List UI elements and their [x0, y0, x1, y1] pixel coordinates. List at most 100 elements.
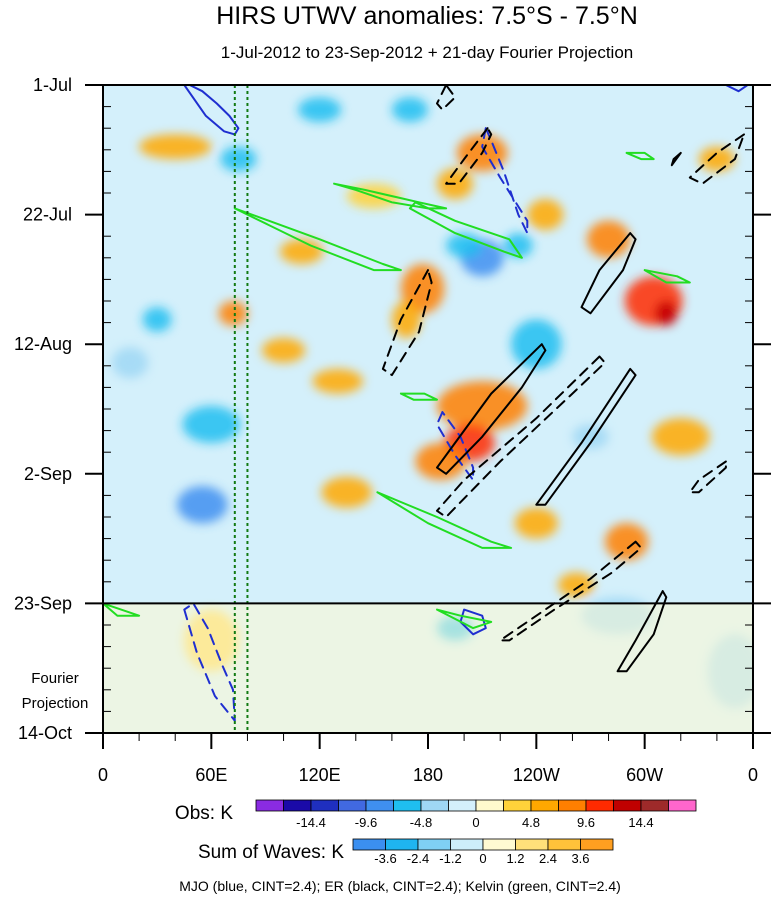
anomaly-blob-14	[139, 134, 212, 160]
wave-colorbar: -3.6 -2.4 -1.2 0 1.2 2.4 3.6	[352, 838, 614, 866]
obs-level-0: -14.4	[296, 815, 326, 830]
anomaly-blob-16	[218, 301, 248, 326]
anomaly-blob-23	[698, 146, 735, 172]
contour-kelvin-21	[625, 151, 655, 161]
obs-swatch-14	[640, 799, 669, 812]
projection-label-line2: Projection	[22, 695, 89, 712]
obs-swatch-7	[448, 799, 477, 812]
anomaly-blob-32	[112, 347, 149, 379]
x-tick-label-0: 0	[98, 765, 108, 785]
obs-level-5: 9.6	[577, 815, 595, 830]
obs-swatch-0	[255, 799, 284, 812]
y-tick-label-0: 1-Jul	[33, 75, 72, 95]
anomaly-blob-7	[391, 301, 421, 339]
obs-level-4: 4.8	[522, 815, 540, 830]
obs-swatch-3	[338, 799, 367, 812]
obs-swatch-12	[585, 799, 614, 812]
obs-swatch-9	[503, 799, 532, 812]
contour-er-16	[499, 540, 643, 642]
x-tick-label-4: 120W	[513, 765, 560, 785]
anomaly-blob-21	[321, 476, 373, 508]
wave-level-6: 3.6	[571, 851, 589, 866]
x-tick-label-2: 120E	[299, 765, 341, 785]
projection-overlay	[103, 603, 753, 733]
chart-subtitle: 1-Jul-2012 to 23-Sep-2012 + 21-day Fouri…	[221, 43, 634, 62]
contour-er-6	[436, 85, 457, 111]
obs-level-2: -4.8	[410, 815, 432, 830]
obs-swatch-13	[613, 799, 642, 812]
anomaly-blob-27	[511, 319, 562, 369]
wave-swatch-4	[482, 838, 516, 851]
x-tick-label-5: 60W	[626, 765, 663, 785]
contour-kelvin-23	[399, 392, 438, 401]
wave-swatch-1	[385, 838, 419, 851]
wave-contours	[103, 85, 749, 722]
anomaly-blob-28	[182, 405, 241, 443]
contour-er-10	[580, 232, 637, 315]
anomaly-blob-19	[651, 418, 710, 456]
anomaly-blob-29	[177, 486, 228, 524]
contour-er-7	[445, 127, 493, 185]
obs-swatch-6	[420, 799, 449, 812]
anomaly-blob-30	[220, 146, 257, 172]
x-tick-label-6: 0	[748, 765, 758, 785]
wave-swatch-2	[417, 838, 451, 851]
obs-swatch-5	[393, 799, 422, 812]
obs-swatch-2	[310, 799, 339, 812]
chart-title: HIRS UTWV anomalies: 7.5°S - 7.5°N	[216, 2, 638, 30]
contour-kelvin-18	[333, 182, 448, 210]
anomaly-blob-34	[298, 97, 342, 123]
contour-kelvin-26	[436, 608, 493, 630]
obs-colorbar-label: Obs: K	[175, 803, 233, 824]
wave-level-3: 0	[479, 851, 486, 866]
anomaly-blob-17	[261, 338, 306, 363]
obs-level-1: -9.6	[355, 815, 377, 830]
contour-er-15	[688, 460, 727, 494]
contour-kelvin-24	[376, 491, 513, 549]
legend-note: MJO (blue, CINT=2.4); ER (black, CINT=2.…	[179, 878, 621, 894]
anomaly-blob-36	[391, 97, 429, 123]
wave-level-5: 2.4	[539, 851, 557, 866]
wave-level-2: -1.2	[439, 851, 461, 866]
plot-area	[102, 84, 754, 734]
obs-swatch-11	[558, 799, 587, 812]
wave-swatch-5	[515, 838, 549, 851]
contour-er-8	[688, 133, 745, 185]
anomaly-blob-15	[279, 239, 324, 264]
contour-mjo-1	[724, 85, 749, 93]
obs-level-6: 14.4	[628, 815, 653, 830]
obs-swatch-10	[530, 799, 559, 812]
anomaly-blob-5	[655, 301, 678, 326]
contour-er-13	[436, 355, 606, 518]
wave-colorbar-label: Sum of Waves: K	[198, 842, 344, 863]
obs-colorbar: -14.4 -9.6 -4.8 0 4.8 9.6 14.4	[255, 799, 697, 830]
obs-swatch-15	[668, 799, 697, 812]
obs-swatch-1	[283, 799, 312, 812]
wave-level-1: -2.4	[407, 851, 429, 866]
contour-er-11	[381, 269, 433, 377]
contour-kelvin-25	[103, 602, 141, 617]
anomaly-blob-2	[586, 220, 631, 258]
y-axis: 1-Jul 22-Jul 12-Aug 2-Sep 23-Sep 14-Oct	[14, 75, 771, 743]
y-tick-label-2: 12-Aug	[14, 334, 72, 354]
contour-mjo-4	[183, 602, 236, 722]
anomaly-blob-13	[558, 572, 595, 598]
contour-er-17	[616, 590, 668, 673]
anomaly-blob-18	[312, 368, 363, 394]
contour-er-14	[535, 367, 637, 506]
contour-kelvin-22	[643, 269, 691, 284]
wave-level-4: 1.2	[506, 851, 524, 866]
contour-kelvin-20	[408, 201, 523, 259]
contour-mjo-0	[183, 85, 240, 136]
wave-swatch-6	[547, 838, 581, 851]
anomaly-blob-3	[527, 199, 564, 231]
wave-level-0: -3.6	[374, 851, 396, 866]
wave-swatch-3	[450, 838, 484, 851]
y-tick-label-4: 23-Sep	[14, 593, 72, 613]
contour-mjo-2	[481, 127, 529, 235]
anomaly-blob-25	[503, 233, 533, 258]
x-tick-label-3: 180	[413, 765, 443, 785]
contour-kelvin-19	[233, 207, 402, 272]
y-tick-label-3: 2-Sep	[24, 464, 72, 484]
